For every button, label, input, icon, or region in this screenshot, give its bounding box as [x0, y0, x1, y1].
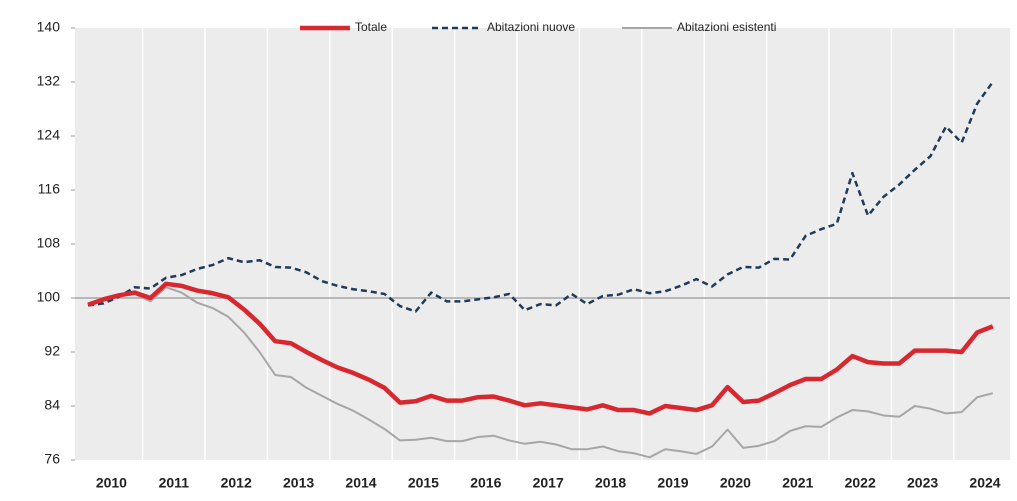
y-tick-label: 116	[38, 181, 61, 197]
x-tick-label: 2013	[283, 475, 314, 491]
y-tick-label: 132	[37, 73, 61, 89]
x-tick-label: 2011	[159, 475, 190, 491]
x-tick-label: 2021	[782, 475, 813, 491]
y-tick-label: 76	[44, 451, 60, 467]
x-tick-label: 2014	[345, 475, 376, 491]
series-line	[87, 281, 994, 416]
x-tick-label: 2019	[657, 475, 688, 491]
legend-label: Totale	[355, 20, 387, 34]
series-line	[87, 81, 994, 313]
x-tick-label: 2020	[720, 475, 751, 491]
plot-area	[75, 28, 1010, 460]
x-tick-label: 2024	[969, 475, 1000, 491]
x-tick-label: 2018	[595, 475, 626, 491]
series-line	[87, 286, 994, 459]
y-tick-label: 140	[37, 19, 61, 35]
legend-label: Abitazioni nuove	[487, 20, 575, 34]
y-tick-label: 108	[37, 235, 61, 251]
x-tick-label: 2015	[408, 475, 439, 491]
x-tick-label: 2017	[533, 475, 564, 491]
x-tick-label: 2012	[221, 475, 252, 491]
legend-label: Abitazioni esistenti	[677, 20, 776, 34]
x-tick-label: 2016	[470, 475, 501, 491]
y-tick-label: 100	[37, 289, 61, 305]
y-tick-label: 92	[44, 343, 60, 359]
x-tick-label: 2023	[907, 475, 938, 491]
y-tick-label: 84	[44, 397, 60, 413]
y-tick-label: 124	[37, 127, 61, 143]
x-tick-label: 2010	[96, 475, 127, 491]
x-tick-label: 2022	[845, 475, 876, 491]
